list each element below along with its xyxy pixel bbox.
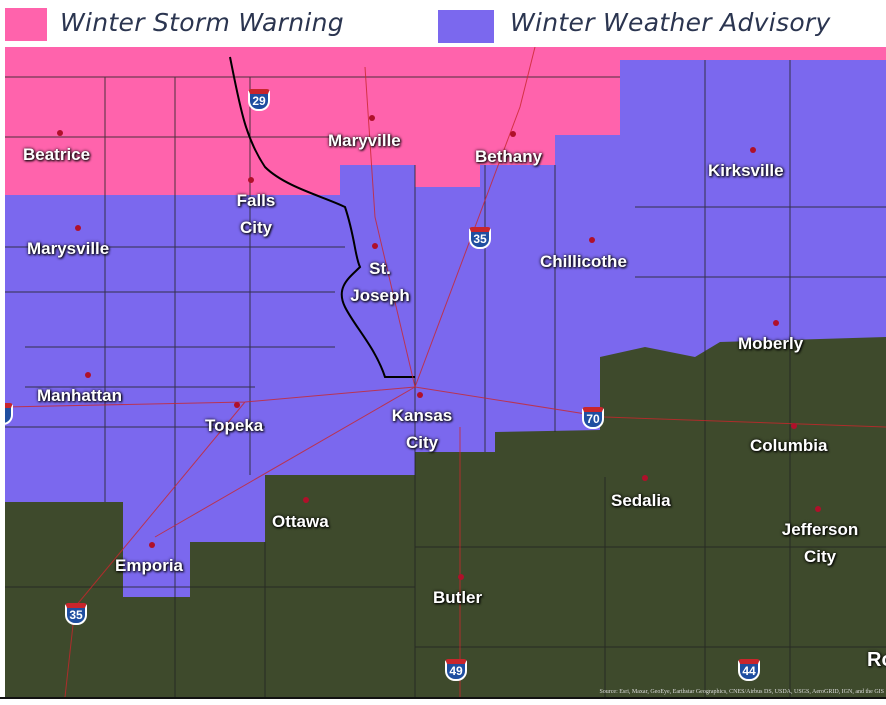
interstate-shield-icon: 49 bbox=[445, 659, 467, 681]
city-dot-icon bbox=[57, 130, 63, 136]
city-label: Emporia bbox=[115, 556, 184, 575]
interstate-shield-icon: 35 bbox=[65, 603, 87, 625]
city-dot-icon bbox=[791, 423, 797, 429]
city-label: Butler bbox=[433, 588, 483, 607]
city-dot-icon bbox=[773, 320, 779, 326]
legend-label-warning: Winter Storm Warning bbox=[60, 8, 344, 37]
city-dot-icon bbox=[369, 115, 375, 121]
warning-region bbox=[5, 47, 886, 195]
city-dot-icon bbox=[510, 131, 516, 137]
city-label: Bethany bbox=[475, 147, 543, 166]
city-dot-icon bbox=[589, 237, 595, 243]
city-dot-icon bbox=[248, 177, 254, 183]
city-label: Falls City bbox=[236, 191, 276, 237]
city-dot-icon bbox=[458, 574, 464, 580]
city-label: Kirksville bbox=[708, 161, 784, 180]
city-label: Marysville bbox=[27, 239, 110, 258]
city-label: Maryville bbox=[328, 131, 401, 150]
city-label: Beatrice bbox=[23, 145, 91, 164]
state-border bbox=[229, 56, 415, 378]
city-label: Jefferson City bbox=[781, 520, 859, 566]
city-dot-icon bbox=[85, 372, 91, 378]
city-label: Topeka bbox=[205, 416, 264, 435]
interstate-shield-icon: 44 bbox=[738, 659, 760, 681]
map[interactable]: Beatrice Maryville Bethany Kirksville Fa… bbox=[5, 47, 886, 697]
city-label: Ro bbox=[867, 649, 886, 671]
city-dot-icon bbox=[149, 542, 155, 548]
interstate-shield-icon: 35 bbox=[469, 227, 491, 249]
city-label: Sedalia bbox=[611, 491, 671, 510]
city-label: Moberly bbox=[738, 334, 804, 353]
legend-swatch-warning bbox=[5, 8, 47, 41]
city-dot-icon bbox=[303, 497, 309, 503]
advisory-region bbox=[5, 60, 886, 597]
map-regions bbox=[5, 47, 886, 697]
city-label: Ottawa bbox=[272, 512, 329, 531]
highways bbox=[5, 47, 886, 697]
city-dot-icon bbox=[372, 243, 378, 249]
city-label: Kansas City bbox=[391, 406, 453, 452]
city-label: Columbia bbox=[750, 436, 828, 455]
legend-label-advisory: Winter Weather Advisory bbox=[510, 8, 831, 37]
city-dot-icon bbox=[417, 392, 423, 398]
city-label: St. Joseph bbox=[350, 259, 410, 305]
city-label: Chillicothe bbox=[540, 252, 627, 271]
city-label: Manhattan bbox=[37, 386, 122, 405]
legend-swatch-advisory bbox=[438, 10, 494, 43]
city-dot-icon bbox=[642, 475, 648, 481]
interstate-shield-icon: 70 bbox=[582, 407, 604, 429]
bottom-border bbox=[0, 697, 886, 705]
city-dot-icon bbox=[75, 225, 81, 231]
county-lines bbox=[5, 60, 886, 697]
interstate-shield-icon: 29 bbox=[248, 89, 270, 111]
city-dot-icon bbox=[750, 147, 756, 153]
legend: Winter Storm Warning Winter Weather Advi… bbox=[0, 0, 886, 47]
city-dot-icon bbox=[234, 402, 240, 408]
attribution: Source: Esri, Maxar, GeoEye, Earthstar G… bbox=[599, 689, 884, 695]
city-dot-icon bbox=[815, 506, 821, 512]
